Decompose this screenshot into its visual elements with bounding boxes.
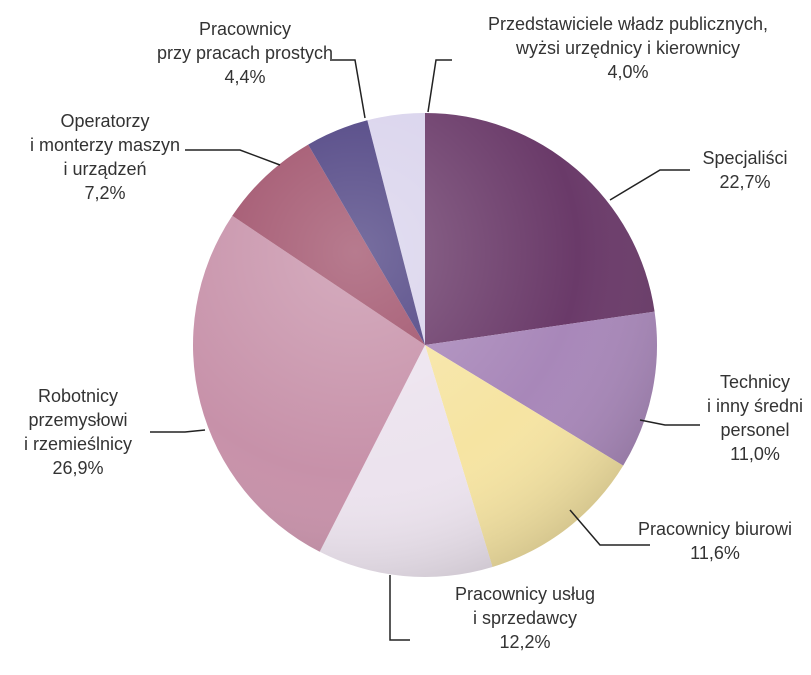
leader-line <box>150 429 206 433</box>
slice-label: Pracownicy usług i sprzedawcy <box>454 584 596 628</box>
leader-line <box>427 59 452 113</box>
value-label: 26,9% <box>52 458 104 478</box>
value-label: 4,4% <box>224 67 266 87</box>
value-label: 11,0% <box>730 444 780 464</box>
slice-label: Pracownicy przy pracach prostych <box>156 19 334 63</box>
leader-line <box>185 149 281 166</box>
slice-label: Specjaliści <box>702 148 788 168</box>
leader-line <box>609 169 690 201</box>
slice-label: Technicy i inny średni personel <box>706 372 804 440</box>
value-label: 11,6% <box>690 543 740 563</box>
leader-line <box>639 419 700 426</box>
slice-label: Przedstawiciele władz publicznych, wyżsi… <box>487 14 769 58</box>
leader-line <box>389 575 410 641</box>
pie-slice <box>425 113 655 345</box>
leader-line <box>569 509 650 546</box>
leader-line <box>330 59 366 119</box>
value-label: 22,7% <box>719 172 771 192</box>
slice-label: Pracownicy biurowi <box>637 519 793 539</box>
value-label: 4,0% <box>607 62 649 82</box>
slice-label: Robotnicy przemysłowi i rzemieślnicy <box>23 386 133 454</box>
value-label: 7,2% <box>84 183 126 203</box>
slice-label: Operatorzy i monterzy maszyn i urządzeń <box>29 111 181 179</box>
value-label: 12,2% <box>499 632 551 652</box>
